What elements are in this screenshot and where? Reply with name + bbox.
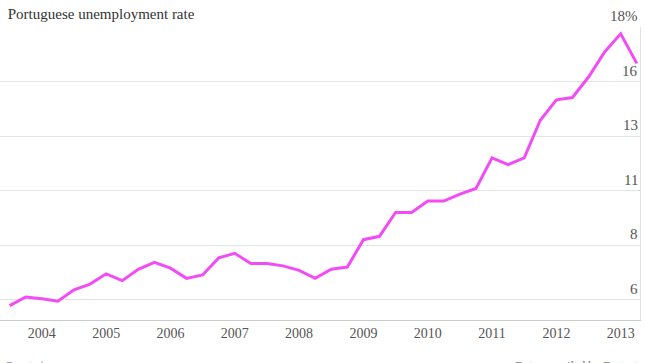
svg-text:6: 6 <box>630 281 638 297</box>
svg-text:2005: 2005 <box>92 326 120 341</box>
svg-text:Quartz | qz.com: Quartz | qz.com <box>5 359 82 363</box>
svg-text:Data compiled by Factset: Data compiled by Factset <box>515 359 638 363</box>
svg-text:2004: 2004 <box>28 326 56 341</box>
svg-text:11: 11 <box>624 172 638 188</box>
svg-text:18%: 18% <box>610 8 638 24</box>
svg-text:8: 8 <box>630 226 638 242</box>
svg-text:2011: 2011 <box>478 326 505 341</box>
svg-text:2006: 2006 <box>156 326 184 341</box>
svg-text:2010: 2010 <box>414 326 442 341</box>
svg-text:2013: 2013 <box>607 326 635 341</box>
svg-text:2008: 2008 <box>285 326 313 341</box>
svg-text:Portuguese unemployment rate: Portuguese unemployment rate <box>8 6 195 22</box>
svg-text:16: 16 <box>622 63 638 79</box>
svg-text:2012: 2012 <box>542 326 570 341</box>
svg-text:2007: 2007 <box>221 326 249 341</box>
svg-text:2009: 2009 <box>349 326 377 341</box>
svg-text:13: 13 <box>623 117 638 133</box>
